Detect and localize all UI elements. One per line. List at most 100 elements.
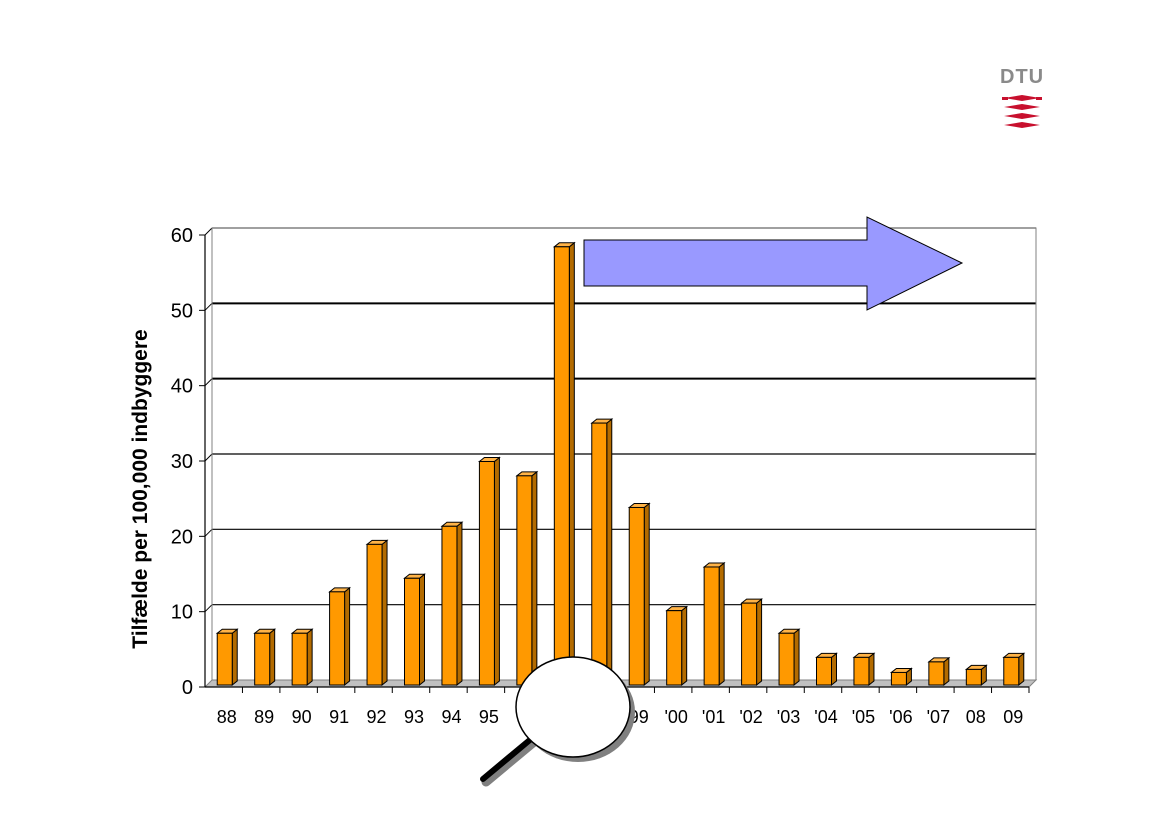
bar-front: [965, 668, 982, 686]
x-tick-label: 88: [217, 707, 237, 727]
bar: [403, 573, 426, 687]
bar-side: [381, 539, 388, 687]
x-tick-label: '05: [852, 707, 875, 727]
bar: [215, 628, 239, 687]
bar-front: [778, 632, 795, 686]
x-tick-label: '06: [889, 707, 912, 727]
bar-front: [628, 506, 645, 686]
gridline-depth: [204, 227, 213, 236]
bar-side: [643, 502, 650, 687]
dtu-logo-mark: [1002, 95, 1042, 128]
arrow-right-annotation: [583, 216, 964, 311]
magnifier-handle-shadow: [481, 737, 539, 787]
bar-front: [741, 602, 758, 686]
bar: [702, 561, 726, 687]
x-tick-label: '00: [664, 707, 687, 727]
bar-side: [681, 605, 688, 687]
bar: [740, 598, 764, 687]
x-tick-label: '01: [702, 707, 725, 727]
magnifier-handle: [480, 736, 534, 782]
bar-side: [231, 628, 238, 687]
bar-front: [853, 656, 870, 686]
bar-side: [718, 561, 725, 687]
bar-front: [404, 577, 420, 686]
bar-front: [666, 610, 683, 686]
bar: [852, 652, 876, 687]
bar-side: [606, 418, 613, 687]
x-tick-label: 09: [1003, 707, 1023, 727]
y-axis-label: Tilfælde per 100,000 indbyggere: [129, 329, 152, 648]
bar: [552, 241, 576, 687]
bar: [477, 456, 501, 687]
magnifier-lens: [515, 656, 631, 758]
bar: [927, 656, 951, 687]
bar-front: [816, 656, 832, 686]
bar-side: [756, 598, 763, 687]
x-tick-label: 08: [966, 707, 986, 727]
x-tick-label: 89: [254, 707, 274, 727]
bar: [777, 628, 801, 687]
bar: [627, 502, 651, 687]
bar-side: [306, 628, 313, 687]
x-tick-label: 95: [479, 707, 499, 727]
x-tick-label: '02: [739, 707, 762, 727]
dtu-logo-text: DTU: [1000, 66, 1045, 88]
bar-front: [216, 632, 233, 686]
x-tick-label: '04: [814, 707, 837, 727]
bar-side: [1018, 652, 1025, 687]
bar-side: [568, 241, 575, 687]
bar-front: [890, 671, 907, 686]
axes: [199, 227, 1038, 693]
bar: [440, 521, 464, 687]
y-tick-label: 10: [171, 602, 193, 624]
bar-side: [456, 521, 463, 687]
x-tick-label: 93: [404, 707, 424, 727]
magnifying-glass-icon: [480, 656, 635, 787]
bar-front: [366, 543, 383, 686]
x-tick-label: '07: [927, 707, 950, 727]
bar-front: [291, 632, 308, 686]
y-tick-labels: 0 10 20 30 40 50 60: [171, 225, 193, 699]
x-tick-label: 94: [441, 707, 461, 727]
bar: [1002, 652, 1026, 687]
bar-front: [928, 661, 945, 686]
bar-front: [441, 525, 458, 686]
x-tick-label: '03: [777, 707, 800, 727]
bar-front: [329, 591, 346, 686]
bar-side: [269, 628, 276, 687]
bar: [889, 667, 913, 687]
bar-side: [793, 628, 800, 687]
bar-side: [831, 652, 837, 687]
bar: [815, 652, 838, 687]
bar-front: [1003, 656, 1020, 686]
bar: [964, 664, 988, 687]
bar-side: [531, 470, 538, 687]
bar-side: [943, 656, 950, 687]
x-tick-label: 90: [292, 707, 312, 727]
bar-front: [553, 246, 570, 686]
bar: [665, 605, 689, 687]
annotations: [480, 216, 964, 787]
bar-front: [703, 566, 720, 686]
bar: [253, 628, 277, 687]
gridline-depth: [204, 378, 213, 387]
y-tick-label: 30: [171, 451, 193, 473]
bar-side: [493, 456, 500, 687]
gridline-depth: [204, 302, 213, 311]
y-tick-label: 0: [182, 677, 193, 699]
dtu-logo: DTU: [1000, 66, 1044, 130]
bar-front: [254, 632, 271, 686]
gridline-depth: [204, 528, 213, 537]
bar-side: [344, 586, 351, 687]
bar-front: [516, 475, 533, 686]
bar-side: [868, 652, 875, 687]
y-tick-label: 60: [171, 225, 193, 247]
bar: [328, 586, 352, 687]
bar-front: [478, 461, 495, 686]
x-tick-label: 91: [329, 707, 349, 727]
gridline-depth: [204, 604, 213, 613]
bars: [215, 241, 1026, 687]
bar: [590, 418, 614, 687]
gridline-depth: [204, 453, 213, 462]
